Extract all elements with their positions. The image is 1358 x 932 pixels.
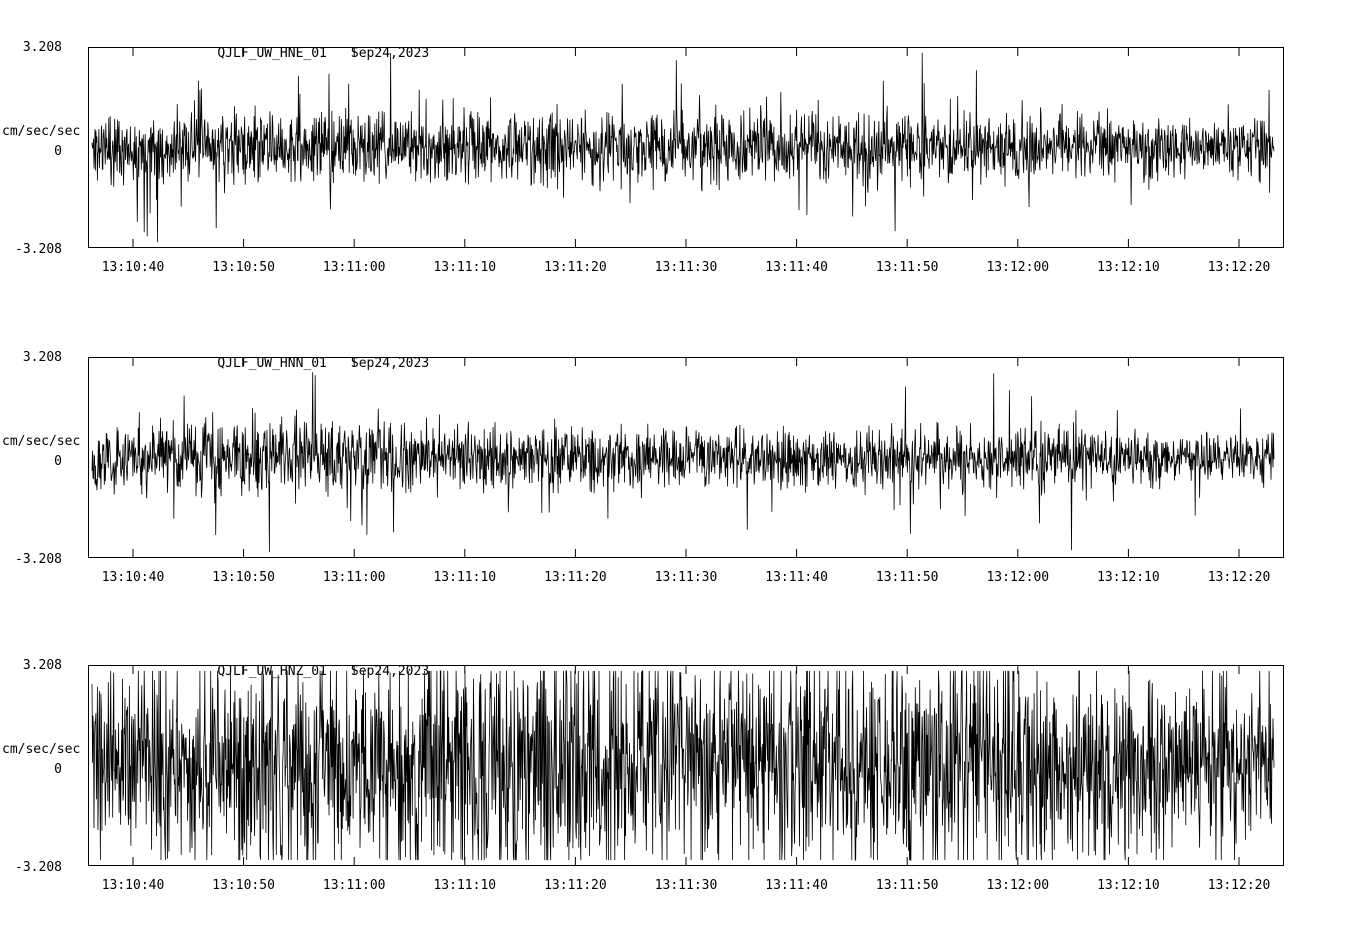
trace-title: QJLF_UW_HNE_01 Sep24,2023 (186, 31, 429, 76)
x-tick-label: 13:12:10 (1097, 878, 1160, 893)
seismic-waveform-trace (91, 372, 1275, 553)
station-channel-label: QJLF_UW_HNE_01 (217, 46, 327, 61)
plot-border (88, 665, 1284, 866)
seismogram-panel-hnn: QJLF_UW_HNN_01 Sep24,2023 3.208 cm/sec/se… (0, 324, 1358, 624)
y-min-label: -3.208 (15, 242, 62, 257)
x-tick-label: 13:11:20 (544, 260, 607, 275)
x-tick-label: 13:11:20 (544, 878, 607, 893)
y-min-label: -3.208 (15, 552, 62, 567)
trace-date: Sep24,2023 (350, 46, 430, 61)
station-channel-label: QJLF_UW_HNN_01 (217, 356, 327, 371)
y-axis-unit: cm/sec/sec (2, 434, 81, 449)
x-tick-label: 13:11:00 (322, 570, 386, 585)
x-tick-label: 13:12:00 (986, 570, 1050, 585)
x-tick-label: 13:11:10 (433, 260, 497, 275)
x-tick-label: 13:11:00 (322, 878, 386, 893)
axis-tick-marks (132, 48, 1240, 247)
x-axis-labels: 13:10:40 13:10:50 13:11:00 13:11:10 13:11:20… (88, 570, 1284, 590)
x-tick-label: 13:11:40 (765, 570, 828, 585)
y-zero-label: 0 (54, 144, 62, 159)
waveform-plot-hne (88, 47, 1284, 248)
y-min-label: -3.208 (15, 860, 62, 875)
trace-date: Sep24,2023 (350, 664, 430, 679)
x-tick-label: 13:10:40 (101, 878, 165, 893)
y-zero-label: 0 (54, 762, 62, 777)
x-axis-labels: 13:10:40 13:10:50 13:11:00 13:11:10 13:11:20… (88, 878, 1284, 898)
x-tick-label: 13:11:10 (433, 570, 497, 585)
y-max-label: 3.208 (22, 350, 62, 365)
x-tick-label: 13:11:40 (765, 260, 828, 275)
x-tick-label: 13:11:10 (433, 878, 497, 893)
x-tick-label: 13:11:20 (544, 570, 607, 585)
seismogram-panel-hnz: QJLF_UW_HNZ_01 Sep24,2023 3.208 cm/sec/se… (0, 632, 1358, 932)
y-max-label: 3.208 (22, 40, 62, 55)
plot-border (88, 47, 1284, 248)
x-axis-labels: 13:10:40 13:10:50 13:11:00 13:11:10 13:11:20… (88, 260, 1284, 280)
trace-title: QJLF_UW_HNN_01 Sep24,2023 (186, 341, 429, 386)
axis-tick-marks (132, 358, 1240, 557)
waveform-plot-hnn (88, 357, 1284, 558)
x-tick-label: 13:10:50 (212, 878, 275, 893)
x-tick-label: 13:12:10 (1097, 570, 1160, 585)
x-tick-label: 13:11:30 (654, 260, 718, 275)
y-axis-unit: cm/sec/sec (2, 742, 81, 757)
y-max-label: 3.208 (22, 658, 62, 673)
x-tick-label: 13:12:20 (1207, 570, 1271, 585)
x-tick-label: 13:10:50 (212, 260, 275, 275)
trace-date: Sep24,2023 (350, 356, 430, 371)
x-tick-label: 13:11:30 (654, 878, 718, 893)
x-tick-label: 13:10:40 (101, 260, 165, 275)
x-tick-label: 13:11:50 (875, 878, 939, 893)
x-tick-label: 13:10:50 (212, 570, 275, 585)
x-tick-label: 13:12:00 (986, 260, 1050, 275)
x-tick-label: 13:12:10 (1097, 260, 1160, 275)
waveform-plot-hnz (88, 665, 1284, 866)
plot-border (88, 357, 1284, 558)
x-tick-label: 13:11:50 (875, 570, 939, 585)
seismic-waveform-trace (91, 52, 1275, 243)
y-zero-label: 0 (54, 454, 62, 469)
x-tick-label: 13:12:20 (1207, 260, 1271, 275)
x-tick-label: 13:12:00 (986, 878, 1050, 893)
x-tick-label: 13:11:50 (875, 260, 939, 275)
x-tick-label: 13:11:30 (654, 570, 718, 585)
x-tick-label: 13:11:40 (765, 878, 828, 893)
x-tick-label: 13:10:40 (101, 570, 165, 585)
x-tick-label: 13:11:00 (322, 260, 386, 275)
x-tick-label: 13:12:20 (1207, 878, 1271, 893)
seismogram-panel-hne: QJLF_UW_HNE_01 Sep24,2023 3.208 cm/sec/se… (0, 14, 1358, 314)
axis-tick-marks (132, 666, 1240, 865)
seismic-waveform-trace (91, 670, 1275, 861)
y-axis-unit: cm/sec/sec (2, 124, 81, 139)
